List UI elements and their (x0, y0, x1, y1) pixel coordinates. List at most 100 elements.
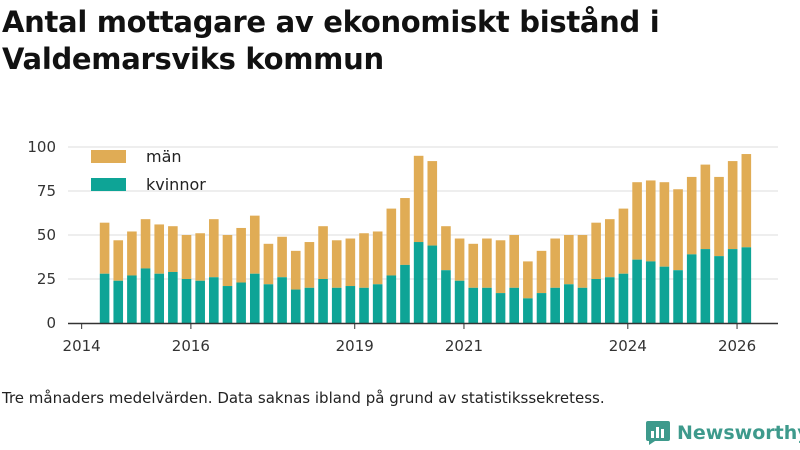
axes: 0 25 50 75 100 2014 2016 2019 2021 2024 2026 (27, 138, 778, 355)
bar-men (454, 238, 465, 281)
bar-women (591, 279, 601, 323)
y-tick-label: 0 (46, 314, 56, 332)
bar-men (304, 242, 315, 288)
bar-women (441, 270, 451, 323)
bar-women (318, 279, 328, 323)
bar-men (495, 240, 506, 294)
bar-men (564, 235, 574, 285)
bar-women (673, 270, 683, 323)
brand-name: Newsworthy (677, 422, 800, 444)
bar-men (714, 176, 724, 257)
bar-women (550, 287, 560, 323)
bars (99, 154, 752, 323)
bar-women (154, 273, 165, 323)
bar-men (741, 154, 752, 248)
x-tick-label: 2024 (609, 337, 647, 355)
bar-women (277, 277, 287, 323)
y-tick-label: 100 (27, 138, 56, 156)
legend: män kvinnor (91, 147, 206, 194)
bar-men (468, 243, 479, 288)
bar-women (345, 286, 356, 323)
bar-men (140, 219, 151, 269)
bar-men (577, 235, 588, 288)
bar-men (222, 235, 233, 287)
bar-men (318, 226, 328, 279)
bar-women (413, 242, 424, 323)
bar-women (181, 279, 192, 323)
legend-swatch-men (91, 150, 126, 163)
bar-men (331, 240, 342, 288)
bar-women (604, 277, 615, 323)
bar-men (673, 189, 683, 271)
bar-women (577, 287, 588, 323)
y-tick-label: 25 (37, 270, 56, 288)
bar-men (290, 250, 301, 290)
bar-women (195, 280, 205, 323)
bar-women (400, 264, 410, 323)
bar-women (482, 287, 492, 323)
bar-women (700, 249, 711, 323)
bar-men (181, 235, 192, 279)
bar-women (113, 280, 124, 323)
bar-women (249, 273, 260, 323)
bar-men (99, 222, 110, 274)
bar-women (209, 277, 219, 323)
bar-men (632, 182, 642, 260)
x-tick-label: 2019 (336, 337, 374, 355)
bar-men (618, 208, 629, 274)
bar-women (523, 298, 533, 323)
bar-men (727, 161, 738, 250)
bar-women (304, 287, 315, 323)
bar-men (386, 208, 397, 276)
bar-women (168, 271, 178, 323)
bar-men (154, 224, 165, 274)
bar-men (263, 243, 274, 285)
bar-men (113, 240, 124, 281)
bar-men (277, 236, 287, 278)
bar-women (359, 287, 369, 323)
brand: Newsworthy (645, 420, 800, 446)
bar-men (168, 226, 178, 272)
bar-men (441, 226, 451, 271)
bar-women (468, 287, 479, 323)
bar-women (536, 293, 547, 323)
legend-swatch-women (91, 178, 126, 191)
bar-men (645, 180, 656, 262)
caption-note: Tre månaders medelvärden. Data saknas ib… (2, 389, 605, 407)
bar-men (523, 261, 533, 299)
bar-women (741, 247, 752, 323)
bar-men (509, 235, 520, 288)
bar-men (482, 238, 492, 288)
bar-women (618, 273, 629, 323)
bar-women (290, 289, 301, 323)
x-tick-label: 2014 (63, 337, 101, 355)
bar-women (727, 249, 738, 323)
legend-label-women: kvinnor (146, 175, 206, 194)
y-tick-label: 75 (37, 182, 56, 200)
bar-men (536, 250, 547, 294)
bar-men (209, 219, 219, 278)
bar-women (454, 280, 465, 323)
bar-women (686, 254, 697, 323)
bar-men (550, 238, 560, 288)
bar-men (659, 182, 670, 267)
bar-women (140, 268, 151, 323)
bar-men (413, 155, 424, 243)
bar-men (591, 222, 601, 279)
bar-women (127, 275, 137, 323)
bar-women (659, 266, 670, 323)
stacked-bar-chart: 0 25 50 75 100 2014 2016 2019 2021 2024 2026 män k… (27, 138, 778, 355)
bar-women (632, 259, 642, 323)
bar-women (645, 261, 656, 323)
bar-men (359, 233, 369, 288)
legend-label-men: män (146, 147, 182, 166)
bar-men (249, 215, 260, 274)
chart-title: Antal mottagare av ekonomiskt bistånd i … (2, 5, 660, 76)
y-tick-label: 50 (37, 226, 56, 244)
bar-women (331, 287, 342, 323)
bar-men (604, 219, 615, 278)
bar-men (127, 231, 137, 276)
bar-women (509, 287, 520, 323)
bar-men (700, 164, 711, 250)
x-tick-label: 2016 (172, 337, 210, 355)
